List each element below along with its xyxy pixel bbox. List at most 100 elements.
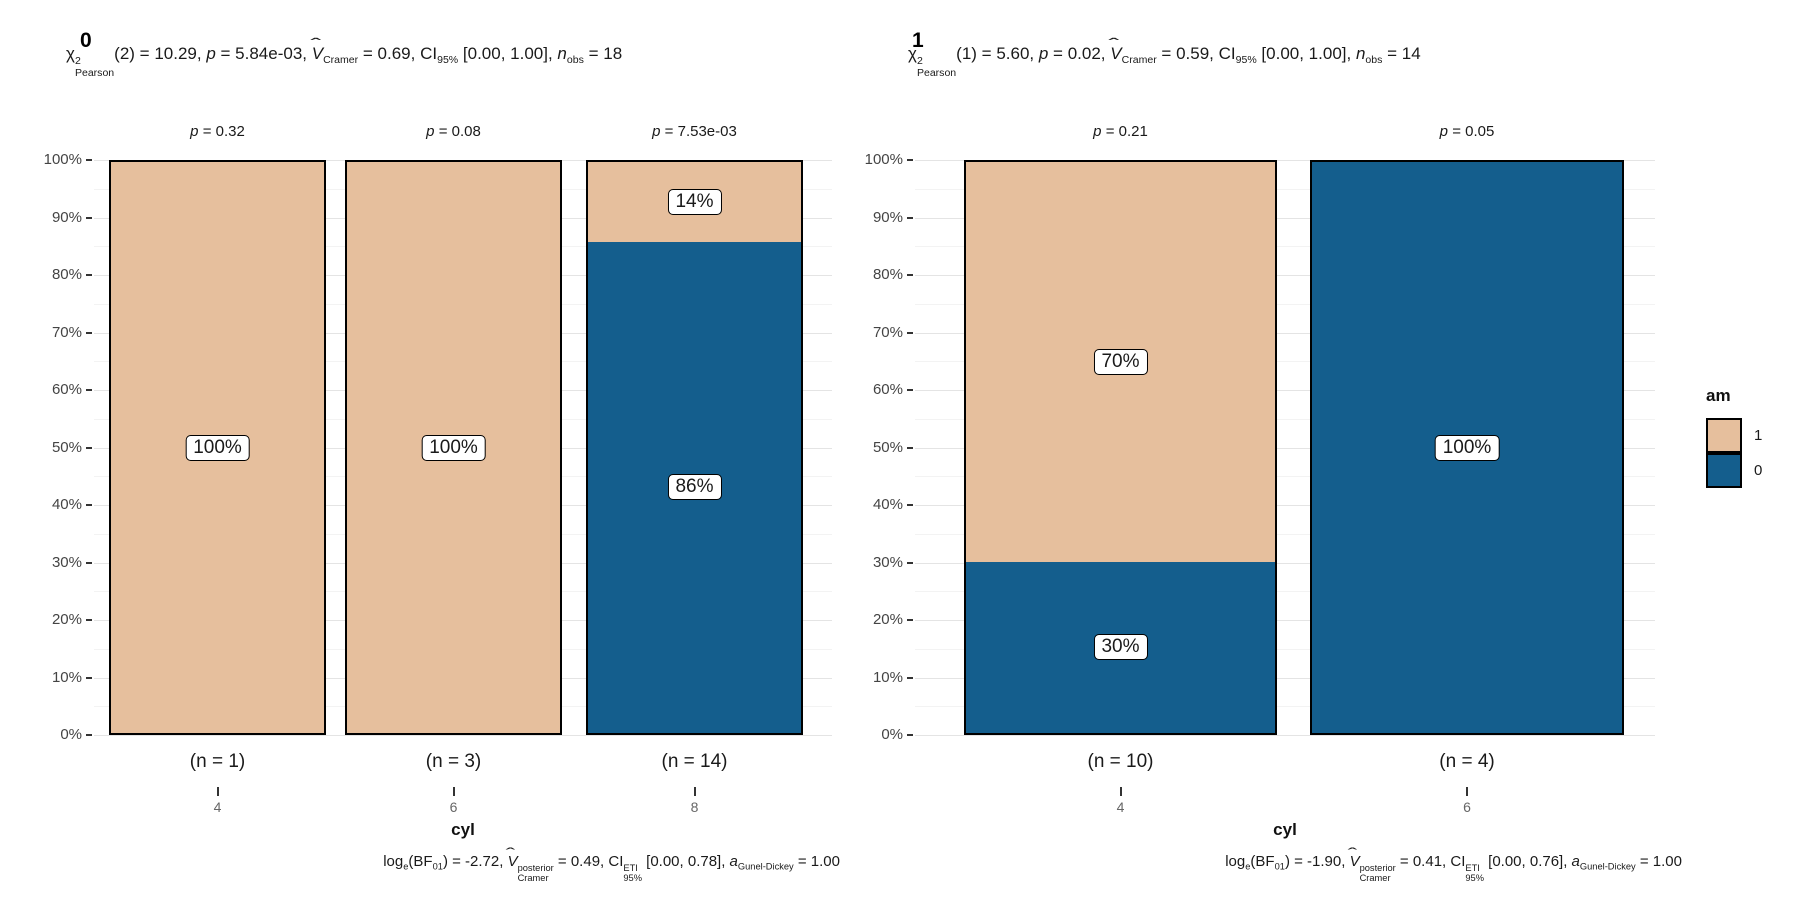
gridline-major — [915, 677, 1655, 679]
stat-text-segment: [0.00, 0.76], — [1483, 853, 1572, 870]
p-symbol: p — [652, 123, 661, 140]
gridline-major — [915, 390, 1655, 391]
p-value-text: = 0.32 — [198, 123, 245, 140]
stat-text-segment: (2) = 10.29, — [114, 44, 207, 63]
legend-item: 1 — [1706, 418, 1762, 453]
panel-1-x-axis-title: cyl — [1273, 820, 1297, 839]
y-tick-label: 20% — [872, 611, 903, 628]
stat-text-segment: V — [1110, 44, 1121, 64]
stat-text-segment: obs — [1365, 54, 1383, 67]
stat-text-segment: = 0.41, CI — [1395, 853, 1466, 870]
gridline-minor — [915, 706, 1655, 708]
stat-text-segment: 95% — [437, 54, 459, 67]
bar: 70% 30% — [964, 160, 1277, 735]
p-value-text: = 0.05 — [1448, 123, 1495, 140]
stat-text-segment: = 1.00 — [1635, 853, 1682, 870]
y-tick-mark — [907, 619, 913, 621]
x-tick-label: 8 — [690, 799, 699, 815]
segment-percent-label: 86% — [667, 474, 722, 501]
gridline-minor — [915, 361, 1655, 363]
gridline-minor — [915, 418, 1655, 420]
stat-text-segment: 01 — [432, 861, 443, 872]
segment-percent-label: 30% — [1093, 634, 1148, 661]
stat-text-segment: posterior Cramer — [517, 862, 554, 883]
legend: am 1 0 — [1706, 386, 1762, 488]
y-tick-mark — [86, 389, 92, 391]
y-tick-mark — [907, 734, 913, 736]
sample-size-label: (n = 1) — [189, 751, 246, 772]
x-tick-label: 4 — [1116, 799, 1125, 815]
stat-text-segment: 2 Pearson — [74, 55, 115, 79]
stat-text-segment: = 0.69, CI — [358, 44, 438, 63]
y-tick-label: 30% — [51, 553, 82, 571]
stat-text-segment: ) = -1.90, — [1284, 853, 1350, 870]
x-tick-label: 4 — [213, 799, 222, 815]
y-tick-label: 60% — [51, 381, 82, 398]
gridline-minor — [915, 591, 1655, 593]
x-tick-mark — [1466, 787, 1468, 796]
panel-0-x-axis-title: cyl — [451, 820, 475, 839]
legend-swatch-blue-icon — [1706, 453, 1742, 488]
stat-text-segment: ETI 95% — [1465, 862, 1484, 883]
y-tick-label: 40% — [51, 496, 82, 513]
gridline-minor — [915, 648, 1655, 650]
gridline-major — [915, 447, 1655, 449]
y-tick-mark — [907, 159, 913, 161]
legend-label: 0 — [1754, 462, 1763, 479]
p-value-label: p = 0.32 — [190, 123, 245, 140]
y-tick-mark — [86, 159, 92, 161]
stat-text-segment: posterior Cramer — [1359, 862, 1396, 883]
x-tick-mark — [693, 787, 696, 796]
y-tick-label: 20% — [51, 611, 82, 628]
stat-text-segment: [0.00, 1.00], — [458, 44, 558, 63]
y-tick-label: 10% — [51, 668, 82, 686]
stat-text-segment: (BF — [1250, 853, 1275, 870]
p-value-label: p = 0.21 — [1093, 123, 1148, 140]
stat-text-segment: Cramer — [1121, 54, 1157, 67]
y-tick-mark — [86, 446, 92, 449]
y-tick-mark — [86, 331, 92, 334]
y-tick-label: 10% — [872, 668, 903, 686]
x-tick-label: 6 — [449, 799, 458, 815]
stat-text-segment: 2 Pearson — [916, 55, 957, 79]
gridline-major — [915, 160, 1655, 161]
y-tick-label: 0% — [60, 726, 82, 743]
y-tick-label: 50% — [51, 438, 82, 456]
stat-text-segment: a — [729, 853, 738, 870]
gridline-minor — [915, 476, 1655, 478]
y-tick-label: 90% — [51, 208, 82, 226]
y-tick-label: 70% — [872, 323, 903, 341]
panel-0-title: 0 — [80, 29, 92, 53]
y-tick-label: 70% — [51, 323, 82, 341]
p-value-label: p = 7.53e-03 — [652, 123, 737, 140]
segment-percent-label: 100% — [421, 434, 486, 461]
sample-size-label: (n = 3) — [425, 751, 482, 772]
stat-text-segment: = 14 — [1382, 44, 1421, 63]
stat-text-segment: V — [508, 853, 518, 870]
legend-item: 0 — [1706, 453, 1762, 488]
stat-text-segment: [0.00, 0.78], — [641, 853, 730, 870]
stat-text-segment: obs — [566, 54, 584, 67]
stat-text-segment: e — [1245, 861, 1251, 872]
stat-text-segment: = 0.59, CI — [1156, 44, 1236, 63]
p-symbol: p — [1093, 123, 1102, 140]
stat-text-segment: Gunel-Dickey — [1579, 861, 1636, 872]
y-tick-mark — [907, 446, 913, 449]
y-tick-label: 50% — [872, 438, 903, 456]
stat-text-segment: = 1.00 — [793, 853, 840, 870]
y-tick-mark — [907, 504, 913, 506]
p-symbol: p — [190, 123, 199, 140]
stat-text-segment: log — [1225, 853, 1246, 870]
stat-text-segment: V — [312, 44, 323, 64]
stat-text-segment: Cramer — [323, 54, 359, 67]
y-tick-mark — [907, 216, 913, 219]
bar: 100% — [345, 160, 562, 735]
y-tick-mark — [907, 676, 913, 679]
stat-text-segment: Gunel-Dickey — [737, 861, 794, 872]
p-value-text: = 0.21 — [1101, 123, 1148, 140]
y-tick-label: 80% — [51, 266, 82, 283]
